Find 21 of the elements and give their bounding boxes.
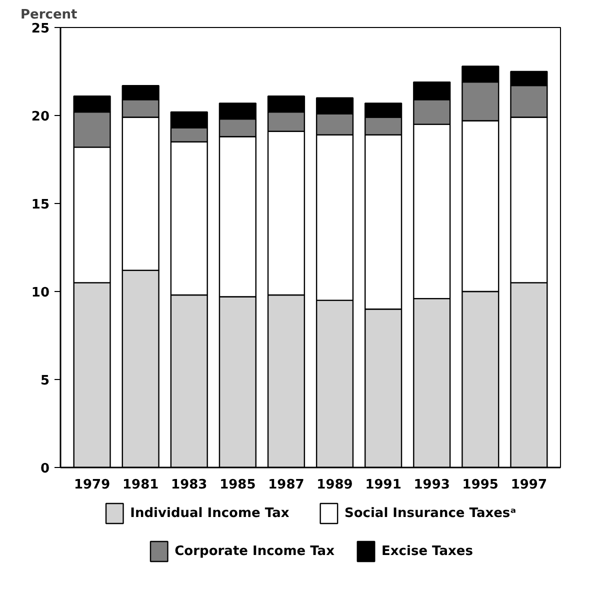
y-tick-label: 0 <box>40 462 50 476</box>
y-tick-label: 20 <box>31 110 50 124</box>
y-tick-label: 5 <box>40 374 50 388</box>
x-tick-label: 1983 <box>171 478 208 492</box>
x-tick-label: 1981 <box>122 478 159 492</box>
legend-label: Social Insurance Taxesᵃ <box>344 506 516 521</box>
legend-label: Excise Taxes <box>382 544 474 559</box>
x-tick-label: 1995 <box>462 478 498 492</box>
x-tick-label: 1979 <box>74 478 110 492</box>
x-tick-label: 1991 <box>365 478 402 492</box>
y-axis-title: Percent <box>20 8 78 22</box>
y-tick-label: 10 <box>31 286 50 300</box>
x-tick-label: 1993 <box>414 478 450 492</box>
legend-label: Corporate Income Tax <box>174 544 336 559</box>
x-tick-label: 1989 <box>316 478 353 492</box>
y-tick-label: 15 <box>31 198 50 212</box>
x-tick-label: 1987 <box>268 478 304 492</box>
y-tick-label: 25 <box>31 22 50 36</box>
x-tick-label: 1997 <box>510 478 548 492</box>
legend-label: Individual Income Tax <box>130 506 290 521</box>
x-tick-label: 1985 <box>220 478 256 492</box>
